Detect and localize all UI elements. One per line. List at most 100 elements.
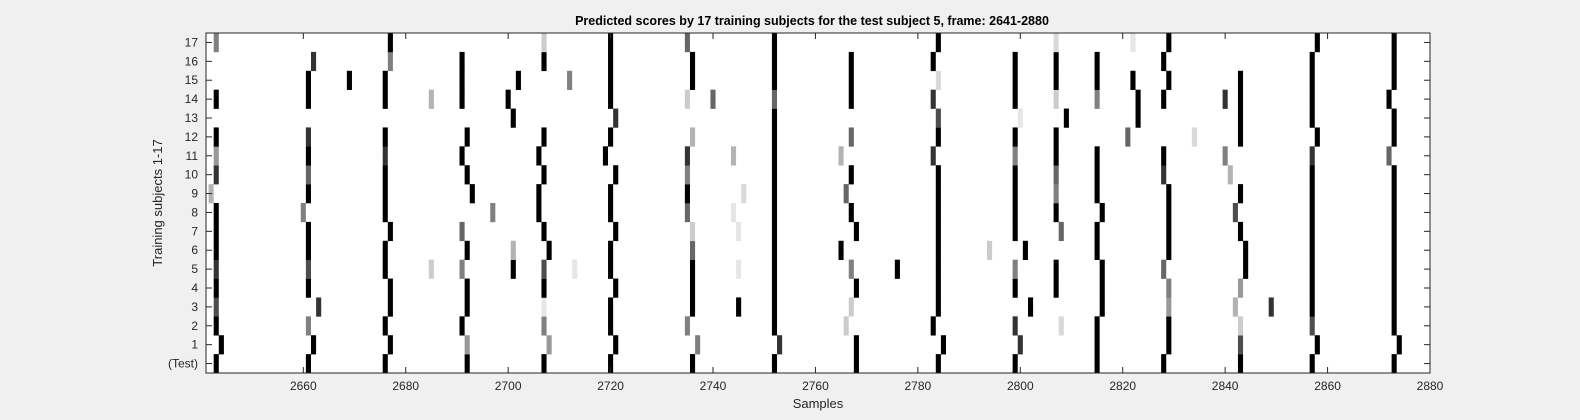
heatmap-cell: [1053, 70, 1059, 90]
heatmap-cell: [305, 165, 311, 185]
heatmap-cell: [1161, 89, 1167, 109]
heatmap-cell: [608, 127, 614, 147]
heatmap-cell: [382, 316, 388, 336]
heatmap-cell: [428, 89, 434, 109]
heatmap-cell: [613, 108, 619, 128]
heatmap-cell: [1309, 165, 1315, 185]
heatmap-cell: [510, 259, 516, 279]
heatmap-cell: [843, 316, 849, 336]
heatmap-cell: [1053, 203, 1059, 223]
heatmap-cell: [1012, 354, 1018, 374]
heatmap-cell: [1012, 51, 1018, 72]
heatmap-cell: [771, 108, 778, 128]
heatmap-cell: [1391, 240, 1397, 260]
x-tick-label: 2800: [1007, 379, 1034, 393]
heatmap-cell: [736, 297, 742, 317]
heatmap-cell: [1053, 51, 1059, 72]
heatmap-cell: [935, 221, 941, 242]
heatmap-cell: [459, 221, 465, 242]
y-tick-label: 4: [191, 281, 198, 295]
heatmap-cell: [848, 89, 854, 109]
heatmap-cell: [387, 297, 393, 317]
heatmap-cell: [1391, 184, 1397, 204]
heatmap-cell: [1017, 335, 1023, 355]
heatmap-cell: [1309, 70, 1315, 90]
heatmap-cell: [930, 51, 936, 72]
heatmap-cell: [1166, 335, 1172, 355]
heatmap-cell: [387, 221, 393, 242]
heatmap-cell: [1391, 316, 1397, 336]
heatmap-cell: [853, 335, 859, 355]
heatmap-cell: [213, 297, 219, 317]
heatmap-cell: [1309, 316, 1315, 336]
heatmap-cell: [346, 70, 352, 90]
heatmap-cells: [208, 33, 1402, 374]
x-tick-label: 2820: [1109, 379, 1136, 393]
heatmap-cell: [305, 146, 311, 166]
chart-title: Predicted scores by 17 training subjects…: [575, 14, 1049, 28]
heatmap-cell: [1012, 278, 1018, 298]
heatmap-cell: [1237, 278, 1244, 298]
heatmap-cell: [935, 70, 941, 90]
heatmap-cell: [1094, 354, 1100, 374]
y-tick-label: 1: [191, 338, 198, 352]
heatmap-cell: [1099, 203, 1105, 223]
heatmap-cell: [771, 316, 778, 336]
heatmap-cell: [710, 89, 716, 109]
heatmap-cell: [213, 354, 219, 374]
heatmap-cell: [382, 146, 388, 166]
heatmap-cell: [1058, 221, 1064, 242]
heatmap-cell: [1237, 184, 1244, 204]
heatmap-cell: [213, 165, 219, 185]
heatmap-cell: [382, 240, 388, 260]
heatmap-cell: [940, 335, 947, 355]
heatmap-cell: [736, 221, 742, 242]
heatmap-cell: [935, 203, 941, 223]
heatmap-cell: [515, 70, 521, 90]
heatmap-cell: [1094, 165, 1100, 185]
heatmap-cell: [771, 127, 778, 147]
y-tick-label: 16: [185, 54, 199, 68]
heatmap-cell: [771, 221, 778, 242]
x-tick-label: 2760: [802, 379, 829, 393]
heatmap-cell: [684, 165, 690, 185]
heatmap-cell: [1125, 127, 1131, 147]
heatmap-cell: [1237, 89, 1244, 109]
heatmap-cell: [1396, 335, 1402, 355]
heatmap-cell: [1222, 146, 1228, 166]
heatmap-cell: [1166, 70, 1172, 90]
heatmap-cell: [387, 335, 393, 355]
heatmap-cell: [613, 278, 619, 298]
heatmap-cell: [771, 259, 778, 279]
heatmap-cell: [464, 335, 470, 355]
heatmap-cell: [608, 89, 614, 109]
heatmap-cell: [689, 259, 696, 279]
heatmap-cell: [541, 165, 547, 185]
heatmap-cell: [1161, 146, 1167, 166]
heatmap-cell: [1053, 259, 1059, 279]
heatmap-cell: [546, 240, 552, 260]
heatmap-cell: [1053, 127, 1059, 147]
heatmap-cell: [848, 127, 854, 147]
heatmap-cell: [1166, 221, 1172, 242]
heatmap-cell: [1130, 70, 1136, 90]
heatmap-cell: [1166, 203, 1172, 223]
heatmap-cell: [1309, 278, 1315, 298]
heatmap-cell: [1166, 240, 1172, 260]
heatmap-cell: [1309, 240, 1315, 260]
heatmap-cell: [541, 259, 547, 279]
heatmap-cell: [541, 316, 547, 336]
heatmap-cell: [1309, 297, 1315, 317]
heatmap-cell: [541, 354, 547, 374]
heatmap-cell: [838, 146, 844, 166]
heatmap-cell: [1012, 221, 1018, 242]
heatmap-cell: [1237, 221, 1244, 242]
y-tick-label: (Test): [168, 357, 198, 371]
heatmap-cell: [1309, 89, 1315, 109]
plot-area: [206, 33, 1430, 373]
heatmap-cell: [459, 70, 465, 90]
heatmap-cell: [1391, 354, 1397, 374]
heatmap-cell: [771, 278, 778, 298]
x-tick-label: 2740: [700, 379, 727, 393]
